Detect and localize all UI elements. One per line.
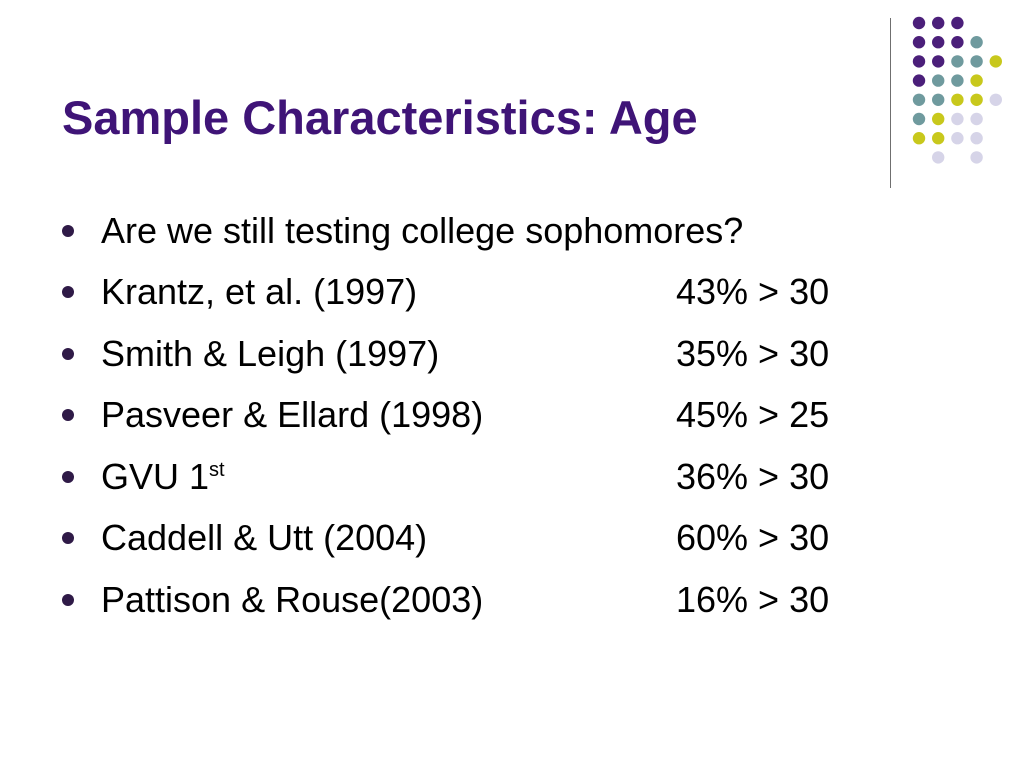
decorative-dot bbox=[912, 16, 926, 30]
decorative-dot bbox=[912, 132, 926, 145]
bullet-value: 43% > 30 bbox=[676, 271, 830, 313]
decorative-dot bbox=[970, 112, 983, 126]
decorative-dot bbox=[970, 36, 983, 49]
decorative-dot bbox=[912, 112, 926, 126]
decorative-dot bbox=[932, 112, 945, 126]
decorative-dot bbox=[932, 132, 945, 145]
decorative-divider-line bbox=[890, 18, 891, 188]
bullet-dot-icon bbox=[62, 286, 74, 299]
decorative-dot bbox=[970, 132, 983, 145]
decorative-dot bbox=[932, 74, 945, 87]
decorative-dot bbox=[951, 132, 964, 145]
decorative-dot bbox=[951, 112, 964, 126]
bullet-dot-icon bbox=[62, 224, 74, 237]
bullet-text: Caddell & Utt (2004) bbox=[101, 517, 428, 559]
decorative-dot bbox=[912, 93, 926, 107]
bullet-dot-icon bbox=[62, 409, 74, 422]
ordinal-superscript: st bbox=[209, 458, 225, 481]
decorative-dot bbox=[912, 36, 926, 49]
bullet-dot-icon bbox=[62, 593, 74, 606]
decorative-dot bbox=[951, 36, 964, 49]
bullet-dot-icon bbox=[62, 347, 74, 360]
decorative-dot bbox=[989, 93, 1002, 107]
decorative-dot bbox=[951, 55, 964, 68]
bullet-value: 35% > 30 bbox=[676, 332, 830, 374]
decorative-dot bbox=[912, 55, 926, 68]
bullet-dot-icon bbox=[62, 532, 74, 545]
bullet-value: 16% > 30 bbox=[676, 578, 830, 620]
bullet-text: Krantz, et al. (1997) bbox=[101, 271, 418, 313]
decorative-dot bbox=[912, 74, 926, 87]
decorative-dot bbox=[932, 93, 945, 107]
decorative-dot bbox=[970, 74, 983, 87]
decorative-dot bbox=[951, 16, 964, 30]
decorative-dot bbox=[951, 74, 964, 87]
bullet-text-main: GVU 1 bbox=[101, 455, 210, 497]
bullet-value: 45% > 25 bbox=[676, 394, 830, 436]
slide-title: Sample Characteristics: Age bbox=[62, 91, 698, 144]
decorative-dot bbox=[989, 55, 1002, 68]
decorative-dot bbox=[970, 55, 983, 68]
decorative-dot bbox=[932, 36, 945, 49]
bullet-text: Smith & Leigh (1997) bbox=[101, 332, 440, 374]
bullet-text: Pasveer & Ellard (1998) bbox=[101, 394, 484, 436]
decorative-dot bbox=[932, 16, 945, 30]
decorative-dot bbox=[970, 93, 983, 107]
decorative-dot-grid bbox=[912, 16, 1002, 164]
bullet-text-gvu: GVU 1st bbox=[101, 456, 225, 498]
bullet-value: 60% > 30 bbox=[676, 517, 830, 559]
decorative-dot bbox=[932, 151, 945, 164]
bullet-dot-icon bbox=[62, 470, 74, 483]
bullet-value: 36% > 30 bbox=[676, 455, 830, 497]
decorative-dot bbox=[970, 151, 983, 164]
decorative-dot bbox=[932, 55, 945, 68]
bullet-text: Pattison & Rouse(2003) bbox=[101, 578, 484, 620]
decorative-dot bbox=[951, 93, 964, 107]
bullet-text: Are we still testing college sophomores? bbox=[101, 209, 744, 251]
